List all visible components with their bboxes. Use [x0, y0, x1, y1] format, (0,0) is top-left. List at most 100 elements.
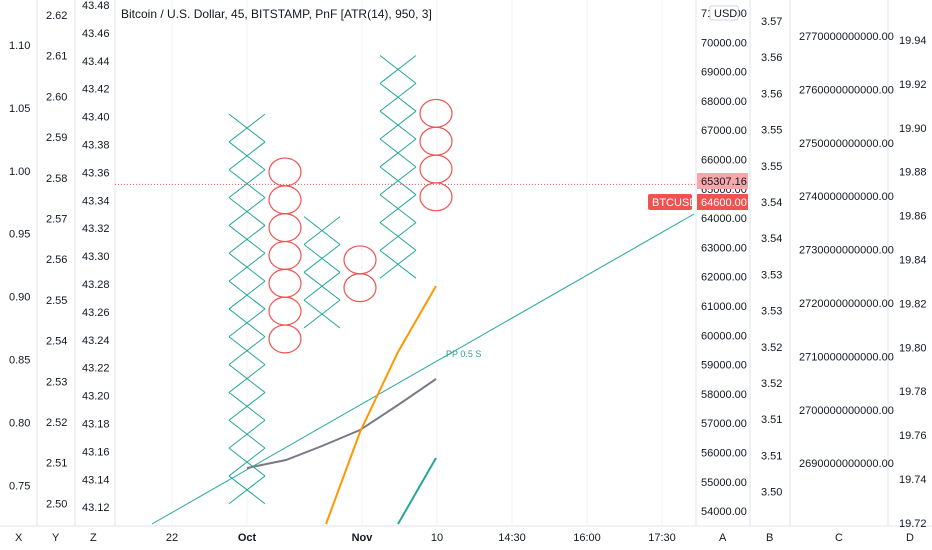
- x-mark: [303, 299, 341, 329]
- c-axis-letter[interactable]: C: [835, 532, 843, 544]
- time-axis-tick-label: 22: [166, 532, 178, 544]
- time-axis-tick-label: Oct: [238, 532, 257, 544]
- y-axis-tick-label: 2.58: [46, 173, 67, 185]
- c-axis-tick-label: 2770000000000.00: [799, 31, 894, 43]
- b-axis-tick-label: 3.51: [761, 450, 782, 462]
- plot-area[interactable]: [151, 0, 695, 526]
- x-mark: [379, 194, 417, 223]
- b-axis-letter[interactable]: B: [766, 532, 773, 544]
- c-axis-tick-label: 2690000000000.00: [799, 458, 894, 470]
- c-axis-tick-label: 2710000000000.00: [799, 351, 894, 363]
- o-column: [268, 157, 302, 354]
- d-axis-tick-label: 19.92: [899, 79, 927, 91]
- c-axis-tick-label: 2760000000000.00: [799, 84, 894, 96]
- trend-line: [151, 213, 695, 525]
- currency-label: USD: [714, 8, 737, 20]
- b-axis-tick-label: 3.54: [761, 233, 782, 245]
- x-mark: [228, 169, 266, 199]
- a-axis-tick-label: 60000.00: [701, 330, 747, 342]
- a-axis-tick-label: 69000.00: [701, 67, 747, 79]
- y-axis-tick-label: 2.51: [46, 458, 67, 470]
- x-mark: [228, 392, 266, 421]
- d-axis-tick-label: 19.84: [899, 255, 927, 267]
- z-axis-tick-label: 43.16: [82, 446, 110, 458]
- y-axis-ticks[interactable]: 2.62 2.61 2.60 2.59 2.58 2.57 2.56 2.55 2.54 2.53…: [46, 10, 67, 510]
- d-axis-letter[interactable]: D: [906, 532, 914, 544]
- x-mark: [228, 113, 266, 143]
- d-axis-tick-label: 19.72: [899, 518, 927, 530]
- a-axis-tick-label: 55000.00: [701, 477, 747, 489]
- b-axis-tick-label: 3.52: [761, 342, 782, 354]
- currency-badge[interactable]: [709, 5, 739, 21]
- time-axis-ticks[interactable]: 22 Oct Nov 10 14:30 16:00 17:30: [166, 532, 676, 544]
- a-axis-ticks[interactable]: 71000.0070000.0069000.0068000.0067000.00…: [701, 8, 747, 518]
- x-axis-ticks[interactable]: 1.10 1.05 1.00 0.95 0.90 0.85 0.80 0.75: [9, 40, 30, 492]
- y-axis-tick-label: 2.62: [46, 10, 67, 22]
- c-axis-tick-label: 2700000000000.00: [799, 405, 894, 417]
- z-axis-tick-label: 43.28: [82, 279, 110, 291]
- x-axis-tick-label: 0.75: [9, 480, 30, 492]
- gray-indicator-line: [246, 378, 437, 469]
- a-axis-tick-label: 56000.00: [701, 448, 747, 460]
- o-mark: [419, 98, 453, 128]
- z-axis-tick-label: 43.34: [82, 195, 110, 207]
- time-axis-tick-label: 16:00: [573, 532, 601, 544]
- x-axis-letter[interactable]: X: [15, 532, 23, 544]
- b-axis-ticks[interactable]: 3.57 3.56 3.56 3.55 3.55 3.54 3.54 3.53 3.53 3.52…: [761, 16, 782, 499]
- x-mark: [379, 166, 417, 196]
- o-mark: [268, 296, 302, 326]
- pivot-label: PP 0.5 S: [446, 349, 481, 359]
- z-axis-tick-label: 43.36: [82, 167, 110, 179]
- x-axis-tick-label: 0.90: [9, 292, 30, 304]
- c-axis-tick-label: 2750000000000.00: [799, 138, 894, 150]
- a-axis-letter[interactable]: A: [719, 532, 727, 544]
- x-column: [228, 113, 266, 505]
- x-mark: [228, 141, 266, 171]
- o-mark: [268, 185, 302, 215]
- x-mark: [228, 197, 266, 226]
- c-axis-tick-label: 2720000000000.00: [799, 298, 894, 310]
- x-mark: [228, 475, 266, 505]
- x-mark: [379, 249, 417, 279]
- d-axis-tick-label: 19.94: [899, 35, 927, 47]
- indicator-lines: [246, 285, 437, 525]
- o-mark: [268, 157, 302, 187]
- z-axis-tick-label: 43.40: [82, 112, 110, 124]
- pnf-columns: [228, 55, 453, 505]
- y-axis-tick-label: 2.55: [46, 295, 67, 307]
- d-axis-ticks[interactable]: 19.94 19.92 19.90 19.88 19.86 19.84 19.82 19.80…: [899, 35, 927, 530]
- z-axis-ticks[interactable]: 43.48 43.46 43.44 43.42 43.40 43.38 43.36 43.34…: [82, 0, 110, 514]
- x-axis-tick-label: 0.80: [9, 417, 30, 429]
- z-axis-tick-label: 43.26: [82, 307, 110, 319]
- c-axis-ticks[interactable]: 2770000000000.00 2760000000000.00 27500000…: [799, 31, 894, 470]
- time-axis-tick-label: 14:30: [498, 532, 526, 544]
- y-axis-letter[interactable]: Y: [52, 532, 60, 544]
- x-axis-tick-label: 0.85: [9, 355, 30, 367]
- o-mark: [268, 213, 302, 243]
- crosshair-price-label: 65307.16: [701, 176, 747, 188]
- b-axis-tick-label: 3.56: [761, 52, 782, 64]
- x-mark: [228, 364, 266, 393]
- trend-lines: [151, 213, 695, 525]
- d-axis-tick-label: 19.88: [899, 167, 927, 179]
- z-axis-tick-label: 43.20: [82, 391, 110, 403]
- x-axis-tick-label: 1.00: [9, 166, 30, 178]
- symbol-label: BTCUSD: [652, 197, 697, 209]
- o-mark: [419, 154, 453, 184]
- y-axis-tick-label: 2.50: [46, 498, 67, 510]
- d-axis-tick-label: 19.76: [899, 430, 927, 442]
- o-column: [419, 98, 453, 212]
- time-axis-tick-label: Nov: [352, 532, 374, 544]
- a-axis-tick-label: 58000.00: [701, 389, 747, 401]
- o-mark: [419, 126, 453, 156]
- z-axis-letter[interactable]: Z: [90, 532, 97, 544]
- y-axis-tick-label: 2.54: [46, 336, 67, 348]
- b-axis-tick-label: 3.51: [761, 414, 782, 426]
- y-axis-tick-label: 2.61: [46, 51, 67, 63]
- z-axis-tick-label: 43.32: [82, 223, 110, 235]
- pane-separators: [0, 0, 932, 527]
- symbol-tag: [648, 194, 692, 210]
- z-axis-tick-label: 43.42: [82, 84, 110, 96]
- d-axis-tick-label: 19.82: [899, 298, 927, 310]
- a-axis-tick-label: 67000.00: [701, 125, 747, 137]
